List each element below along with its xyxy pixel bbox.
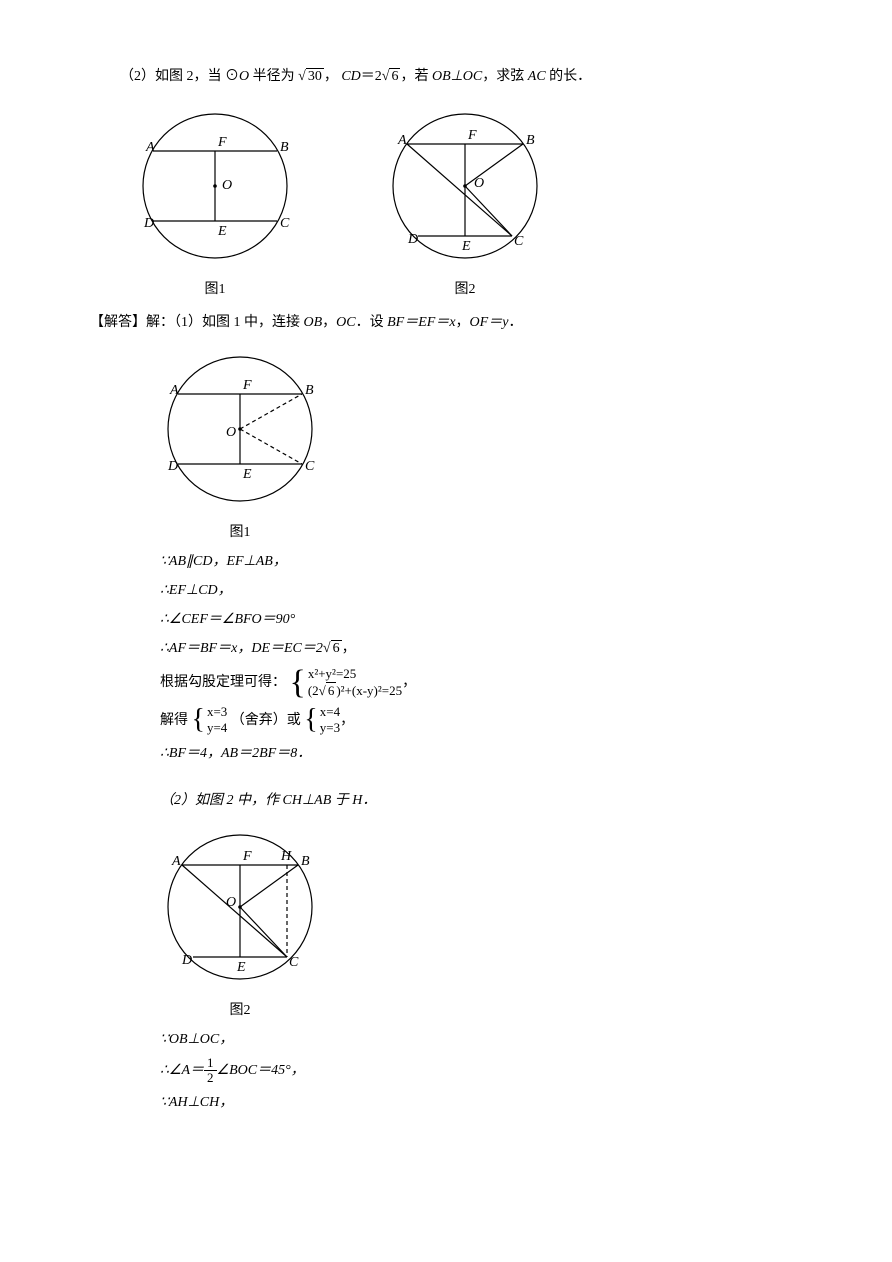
text: ． <box>508 315 522 330</box>
svg-text:F: F <box>242 378 252 393</box>
sol-l1: ∵AB∥CD，EF⊥AB， <box>80 549 812 574</box>
svg-text:F: F <box>217 135 227 150</box>
svg-text:C: C <box>305 459 315 474</box>
var-O: O <box>239 69 249 84</box>
p2-l2: ∴∠A＝12∠BOC＝45°， <box>80 1056 812 1086</box>
svg-text:B: B <box>526 133 535 148</box>
figure-2: A B D C F E O 图2 <box>370 101 560 302</box>
svg-text:B: B <box>305 383 314 398</box>
svg-text:D: D <box>143 216 154 231</box>
solution-fig1: A B D C F E O 图1 <box>140 344 812 545</box>
text: 的长． <box>546 69 592 84</box>
oc: OC <box>336 315 355 330</box>
p2-l1: ∵OB⊥OC， <box>80 1027 812 1052</box>
fig1-label: 图1 <box>205 277 226 302</box>
sqrt-6: √6 <box>382 64 401 89</box>
svg-text:E: E <box>236 960 246 975</box>
text: 【解答】解：（1）如图 1 中，连接 <box>90 315 304 330</box>
svg-text:O: O <box>226 895 236 910</box>
svg-text:B: B <box>280 140 289 155</box>
figure-1: A B D C F E O 图1 <box>120 101 310 302</box>
text: ．设 <box>356 315 388 330</box>
text: （2）如图 2，当 ⊙ <box>120 69 239 84</box>
text: ，求弦 <box>482 69 528 84</box>
sys1-r2: (2√6)²+(x-y)²=25 <box>308 683 402 700</box>
sol-fig2-label: 图2 <box>140 998 340 1023</box>
svg-text:O: O <box>226 425 236 440</box>
text: ， <box>324 69 338 84</box>
svg-text:A: A <box>171 854 181 869</box>
bf-ef: BF＝EF＝x <box>387 315 455 330</box>
figures-row-1: A B D C F E O 图1 A B D <box>120 101 812 302</box>
svg-text:D: D <box>407 232 418 247</box>
fig1-svg: A B D C F E O <box>120 101 310 271</box>
solution-header: 【解答】解：（1）如图 1 中，连接 OB，OC．设 BF＝EF＝x，OF＝y． <box>80 310 812 335</box>
svg-text:E: E <box>461 239 471 254</box>
svg-text:F: F <box>242 849 252 864</box>
text: ， <box>456 315 470 330</box>
sol-solve: 解得 { x=3 y=4 （舍弃）或 { x=4 y=3 ， <box>80 704 812 738</box>
fig2-svg: A B D C F E O <box>370 101 560 271</box>
svg-text:C: C <box>280 216 290 231</box>
eq: ＝2 <box>361 69 382 84</box>
sol-fig1-svg: A B D C F E O <box>140 344 340 514</box>
svg-text:C: C <box>289 955 299 970</box>
sol-l3: ∴∠CEF＝∠BFO＝90° <box>80 607 812 632</box>
text: 半径为 <box>249 69 295 84</box>
svg-text:B: B <box>301 854 310 869</box>
sol-conclusion1: ∴BF＝4，AB＝2BF＝8． <box>80 741 812 766</box>
text: ，若 <box>400 69 432 84</box>
sqrt-30: √30 <box>298 64 324 89</box>
ac: AC <box>528 69 546 84</box>
sol-fig1-label: 图1 <box>140 520 340 545</box>
svg-text:E: E <box>242 467 252 482</box>
text: ， <box>322 315 336 330</box>
document-content: （2）如图 2，当 ⊙O 半径为 √30， CD＝2√6，若 OB⊥OC，求弦 … <box>80 64 812 1115</box>
sol-fig2-svg: A B D C F H E O <box>140 822 340 992</box>
sol-pyth: 根据勾股定理可得： { x²+y²=25 (2√6)²+(x-y)²=25 ， <box>80 666 812 700</box>
svg-text:F: F <box>467 128 477 143</box>
perp: OB⊥OC <box>432 69 482 84</box>
svg-text:A: A <box>169 383 179 398</box>
fig2-label: 图2 <box>455 277 476 302</box>
sys1-r1: x²+y²=25 <box>308 666 402 683</box>
svg-text:H: H <box>280 849 292 864</box>
sol-l4: ∴AF＝BF＝x，DE＝EC＝2√6， <box>80 636 812 661</box>
svg-text:C: C <box>514 234 524 249</box>
ob: OB <box>304 315 323 330</box>
of: OF＝y <box>470 315 509 330</box>
svg-text:O: O <box>474 176 484 191</box>
svg-text:A: A <box>145 140 155 155</box>
svg-text:D: D <box>181 953 192 968</box>
sol-part2-intro: （2）如图 2 中，作 CH⊥AB 于 H． <box>80 788 812 813</box>
cd: CD <box>341 69 360 84</box>
svg-text:D: D <box>167 459 178 474</box>
svg-text:A: A <box>397 133 407 148</box>
solution-fig2: A B D C F H E O 图2 <box>140 822 812 1023</box>
svg-text:E: E <box>217 224 227 239</box>
sol-l2: ∴EF⊥CD， <box>80 578 812 603</box>
p2-l3: ∵AH⊥CH， <box>80 1090 812 1115</box>
problem-part2: （2）如图 2，当 ⊙O 半径为 √30， CD＝2√6，若 OB⊥OC，求弦 … <box>80 64 812 89</box>
svg-text:O: O <box>222 178 232 193</box>
